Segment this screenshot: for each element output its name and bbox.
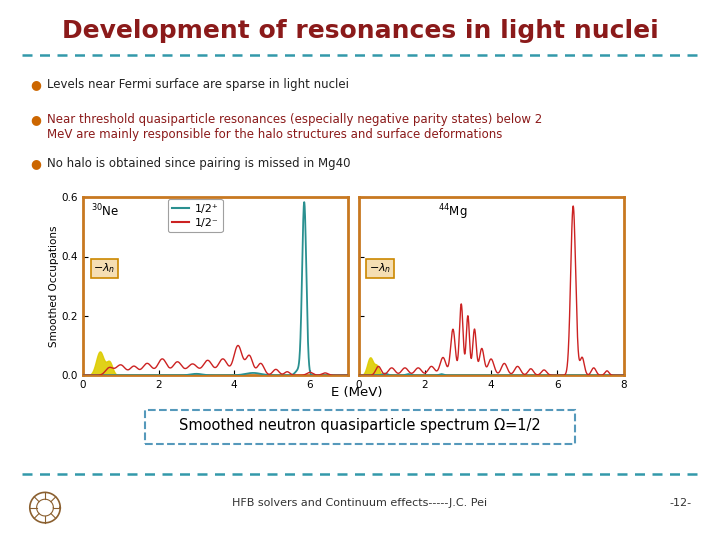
Text: -12-: -12- — [669, 498, 691, 508]
Text: Levels near Fermi surface are sparse in light nuclei: Levels near Fermi surface are sparse in … — [47, 78, 348, 91]
Text: Smoothed neutron quasiparticle spectrum Ω=1/2: Smoothed neutron quasiparticle spectrum … — [179, 418, 541, 433]
Y-axis label: Smoothed Occupations: Smoothed Occupations — [49, 226, 58, 347]
FancyBboxPatch shape — [145, 409, 575, 444]
Text: No halo is obtained since pairing is missed in Mg40: No halo is obtained since pairing is mis… — [47, 157, 351, 170]
Text: Development of resonances in light nuclei: Development of resonances in light nucle… — [62, 19, 658, 43]
Text: ●: ● — [30, 157, 42, 170]
Text: $^{30}$Ne: $^{30}$Ne — [91, 202, 119, 219]
Text: $^{44}$Mg: $^{44}$Mg — [438, 202, 467, 222]
Text: $-\lambda_n$: $-\lambda_n$ — [369, 261, 392, 275]
Text: E (MeV): E (MeV) — [330, 386, 382, 399]
Text: ●: ● — [30, 113, 42, 126]
Text: Near threshold quasiparticle resonances (especially negative parity states) belo: Near threshold quasiparticle resonances … — [47, 113, 542, 141]
Legend: 1/2⁺, 1/2⁻: 1/2⁺, 1/2⁻ — [168, 199, 222, 232]
Text: ●: ● — [30, 78, 42, 91]
Text: HFB solvers and Continuum effects-----J.C. Pei: HFB solvers and Continuum effects-----J.… — [233, 498, 487, 508]
Text: $-\lambda_n$: $-\lambda_n$ — [94, 261, 116, 275]
